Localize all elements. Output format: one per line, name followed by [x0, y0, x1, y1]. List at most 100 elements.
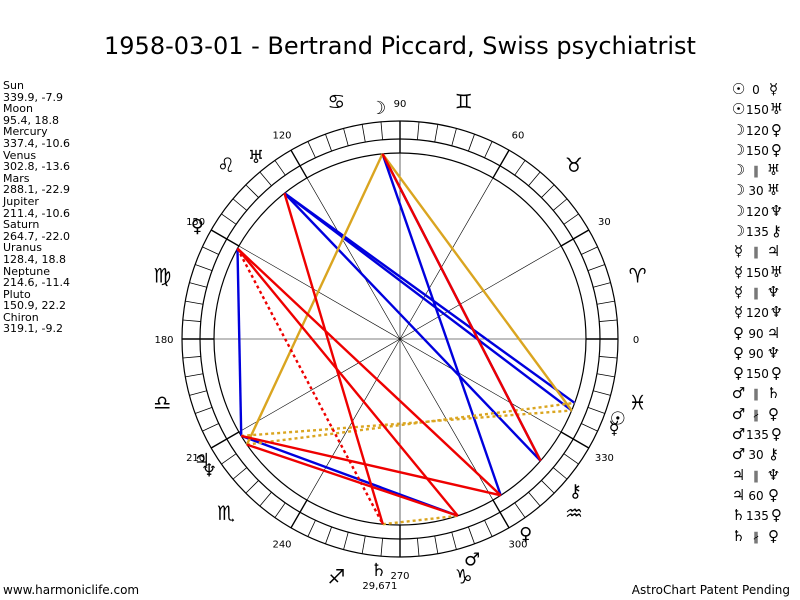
degree-label: 90 — [394, 99, 407, 110]
aspect-angle: ∥ — [753, 468, 759, 483]
aspect-line — [381, 153, 573, 412]
aspect-planet-b: ♀ — [770, 364, 782, 383]
degree-tick — [185, 300, 204, 305]
planet-coords: 128.4, 18.8 — [3, 252, 66, 266]
aspect-line — [236, 247, 384, 525]
aspect-planet-b: ♆ — [766, 465, 781, 484]
planet-coords: 264.7, -22.0 — [3, 229, 70, 243]
planet-name: Sun — [3, 79, 24, 92]
degree-tick — [541, 480, 555, 494]
aspect-angle: 90 — [748, 346, 764, 361]
sign-boundary — [492, 499, 510, 529]
aspect-line — [236, 247, 459, 517]
aspect-row: ☽120♆ — [731, 201, 784, 221]
planet-coords: 150.9, 22.2 — [3, 299, 66, 313]
degree-tick — [380, 538, 383, 557]
aspect-angle: 135 — [746, 225, 769, 240]
aspect-planet-a: ☿ — [733, 303, 744, 322]
aspect-planet-a: ♃ — [731, 465, 746, 484]
degree-label: 30 — [598, 217, 611, 228]
sign-boundary — [492, 149, 510, 179]
degree-tick — [599, 356, 618, 359]
degree-tick — [587, 264, 605, 271]
aspect-planet-b: ♆ — [769, 303, 784, 322]
aspect-line — [283, 192, 576, 404]
aspect-planet-a: ♂ — [731, 384, 746, 403]
degree-tick — [307, 141, 316, 158]
degree-tick — [307, 520, 316, 537]
degree-label: 330 — [595, 453, 614, 464]
aspect-planet-b: ♅ — [766, 181, 781, 200]
aspect-planet-b: ⚷ — [770, 222, 782, 241]
degree-tick — [182, 356, 201, 359]
planet-name: Saturn — [3, 218, 40, 232]
degree-tick — [434, 124, 439, 143]
aspect-planet-b: ♃ — [766, 323, 781, 342]
sign-boundary — [290, 149, 308, 179]
degree-tick — [596, 373, 615, 378]
aspect-planet-b: ♀ — [770, 140, 782, 159]
aspect-angle: ∦ — [753, 407, 759, 422]
degree-tick — [274, 502, 286, 518]
aspect-angle: 90 — [748, 326, 764, 341]
degree-tick — [541, 184, 555, 198]
planet-icon: ♄ — [370, 560, 386, 581]
degree-tick — [563, 453, 579, 465]
planet-name: Neptune — [3, 264, 51, 278]
aspect-row: ♄135 ♀ — [731, 505, 784, 525]
aspect-row: ♄ ∦ ♀ — [731, 526, 784, 546]
degree-tick — [259, 491, 272, 507]
planet-coords: 95.4, 18.8 — [3, 113, 59, 127]
degree-tick — [417, 121, 420, 140]
zodiac-sign-icon: ♌ — [217, 153, 235, 177]
aspect-planet-b: ♀ — [770, 120, 782, 139]
aspect-planet-b: ♀ — [768, 404, 779, 423]
aspect-planet-a: ☽ — [731, 140, 746, 159]
degree-tick — [451, 128, 457, 146]
degree-label: 240 — [272, 539, 291, 550]
planet-coords: 211.4, -10.6 — [3, 206, 70, 220]
chart-title: 1958-03-01 - Bertrand Piccard, Swiss psy… — [104, 32, 696, 60]
aspect-line — [236, 248, 243, 436]
planet-icon: ⚷ — [569, 481, 582, 502]
aspect-angle: ∥ — [753, 387, 759, 402]
degree-tick — [528, 171, 541, 187]
house-spoke — [306, 177, 401, 340]
sign-boundary — [560, 431, 590, 449]
aspect-row: ♀ 90 ♆ — [731, 343, 784, 363]
degree-tick — [593, 390, 611, 396]
planet-icon: ☉ — [610, 409, 626, 430]
degree-tick — [274, 160, 286, 176]
aspect-row: ☽135 ⚷ — [731, 221, 784, 241]
aspect-planet-a: ☿ — [733, 262, 744, 281]
aspect-angle: 0 — [752, 83, 760, 97]
planet-icon: ♆ — [201, 461, 217, 482]
sign-boundary — [290, 499, 308, 529]
aspect-angle: 30 — [748, 184, 764, 199]
aspect-planet-a: ☉ — [731, 80, 746, 98]
degree-tick — [245, 480, 259, 494]
aspect-planet-a: ♄ — [731, 506, 746, 525]
degree-tick — [325, 526, 332, 544]
aspect-planet-b: ☿ — [768, 80, 779, 98]
planet-name: Moon — [3, 102, 33, 116]
aspect-angle: 150 — [746, 367, 769, 382]
aspect-angle: ∥ — [753, 245, 759, 260]
house-spoke — [399, 245, 562, 340]
planet-coords: 288.1, -22.9 — [3, 183, 70, 197]
planet-icon: ♀ — [191, 216, 204, 237]
aspect-planet-b: ♆ — [766, 282, 781, 301]
degree-tick — [232, 198, 248, 211]
aspect-planet-b: ♅ — [766, 161, 781, 180]
aspect-row: ☉ 0 ☿ — [731, 79, 784, 99]
zodiac-sign-icon: ♊ — [455, 89, 473, 113]
aspect-row: ☿ 150♅ — [731, 262, 784, 282]
zodiac-sign-icon: ♈ — [629, 263, 647, 287]
aspect-planet-b: ♀ — [770, 506, 782, 525]
aspect-planet-a: ♃ — [731, 485, 746, 504]
degree-tick — [232, 467, 248, 480]
degree-tick — [514, 160, 526, 176]
degree-label: 270 — [390, 571, 409, 582]
zodiac-sign-icon: ♉ — [565, 153, 583, 177]
